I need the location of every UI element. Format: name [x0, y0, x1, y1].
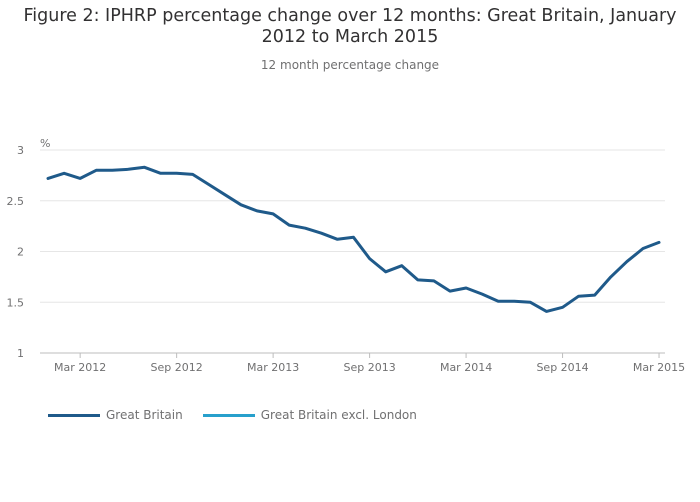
series	[44, 163, 663, 315]
data-point[interactable]	[92, 166, 100, 174]
data-point[interactable]	[398, 262, 406, 270]
axes: 1 1.5 2 2.5 3% Mar 2012 Sep 2012 Mar 2013 Sep 20…	[7, 137, 686, 374]
x-tick-label: Mar 2014	[440, 361, 492, 374]
data-point[interactable]	[44, 174, 52, 182]
data-point[interactable]	[559, 303, 567, 311]
data-point[interactable]	[494, 297, 502, 305]
data-point[interactable]	[269, 210, 277, 218]
legend-item-great-britain[interactable]: Great Britain	[48, 408, 183, 422]
data-point[interactable]	[591, 291, 599, 299]
data-point[interactable]	[76, 174, 84, 182]
data-point[interactable]	[575, 292, 583, 300]
series-line-0[interactable]	[46, 165, 661, 313]
x-tick-label: Mar 2012	[54, 361, 106, 374]
data-point[interactable]	[333, 235, 341, 243]
gridlines	[40, 149, 665, 354]
data-point[interactable]	[140, 163, 148, 171]
data-point[interactable]	[108, 166, 116, 174]
legend-label-great-britain: Great Britain	[106, 408, 183, 422]
y-axis-label: %	[40, 137, 50, 150]
data-point[interactable]	[189, 170, 197, 178]
data-point[interactable]	[285, 221, 293, 229]
x-tick-label: Sep 2013	[343, 361, 395, 374]
data-point[interactable]	[655, 238, 663, 246]
data-point[interactable]	[510, 297, 518, 305]
legend-label-great-britain-excl-london: Great Britain excl. London	[260, 408, 417, 422]
x-tick-label: Mar 2013	[247, 361, 299, 374]
data-point[interactable]	[60, 169, 68, 177]
line-chart: 1 1.5 2 2.5 3% Mar 2012 Sep 2012 Mar 2013 Sep 20…	[7, 137, 686, 374]
legend-item-great-britain-excl-london[interactable]: Great Britain excl. London	[202, 408, 417, 422]
chart-title-line-2: 2012 to March 2015	[261, 27, 439, 47]
data-point[interactable]	[462, 284, 470, 292]
data-point[interactable]	[542, 307, 550, 315]
y-tick-label: 3	[17, 144, 24, 157]
data-point[interactable]	[124, 165, 132, 173]
y-tick-label: 2	[17, 246, 24, 259]
legend: Great Britain Great Britain excl. London	[48, 408, 437, 422]
data-point[interactable]	[237, 201, 245, 209]
data-point[interactable]	[317, 229, 325, 237]
data-point[interactable]	[350, 233, 358, 241]
x-tick-label: Sep 2014	[536, 361, 588, 374]
chart-subtitle: 12 month percentage change	[260, 58, 440, 72]
chart-title-line-1: Figure 2: IPHRP percentage change over 1…	[23, 6, 677, 26]
data-point[interactable]	[221, 191, 229, 199]
data-point[interactable]	[526, 298, 534, 306]
legend-swatch-great-britain-excl-london	[202, 413, 255, 417]
y-tick-label: 1.5	[7, 296, 25, 309]
x-tick-label: Sep 2012	[151, 361, 203, 374]
y-tick-label: 2.5	[7, 195, 25, 208]
data-point[interactable]	[366, 255, 374, 263]
chart-title: Figure 2: IPHRP percentage change over 1…	[0, 6, 700, 48]
x-tick-label: Mar 2015	[633, 361, 685, 374]
data-point[interactable]	[301, 224, 309, 232]
data-point[interactable]	[446, 287, 454, 295]
data-point[interactable]	[414, 276, 422, 284]
data-point[interactable]	[607, 273, 615, 281]
data-point[interactable]	[430, 277, 438, 285]
y-tick-label: 1	[17, 347, 24, 360]
data-point[interactable]	[623, 258, 631, 266]
data-point[interactable]	[639, 244, 647, 252]
data-point[interactable]	[253, 207, 261, 215]
legend-swatch-great-britain	[48, 413, 100, 417]
data-point[interactable]	[157, 169, 165, 177]
data-point[interactable]	[382, 268, 390, 276]
data-point[interactable]	[205, 181, 213, 189]
data-point[interactable]	[478, 290, 486, 298]
data-point[interactable]	[173, 169, 181, 177]
